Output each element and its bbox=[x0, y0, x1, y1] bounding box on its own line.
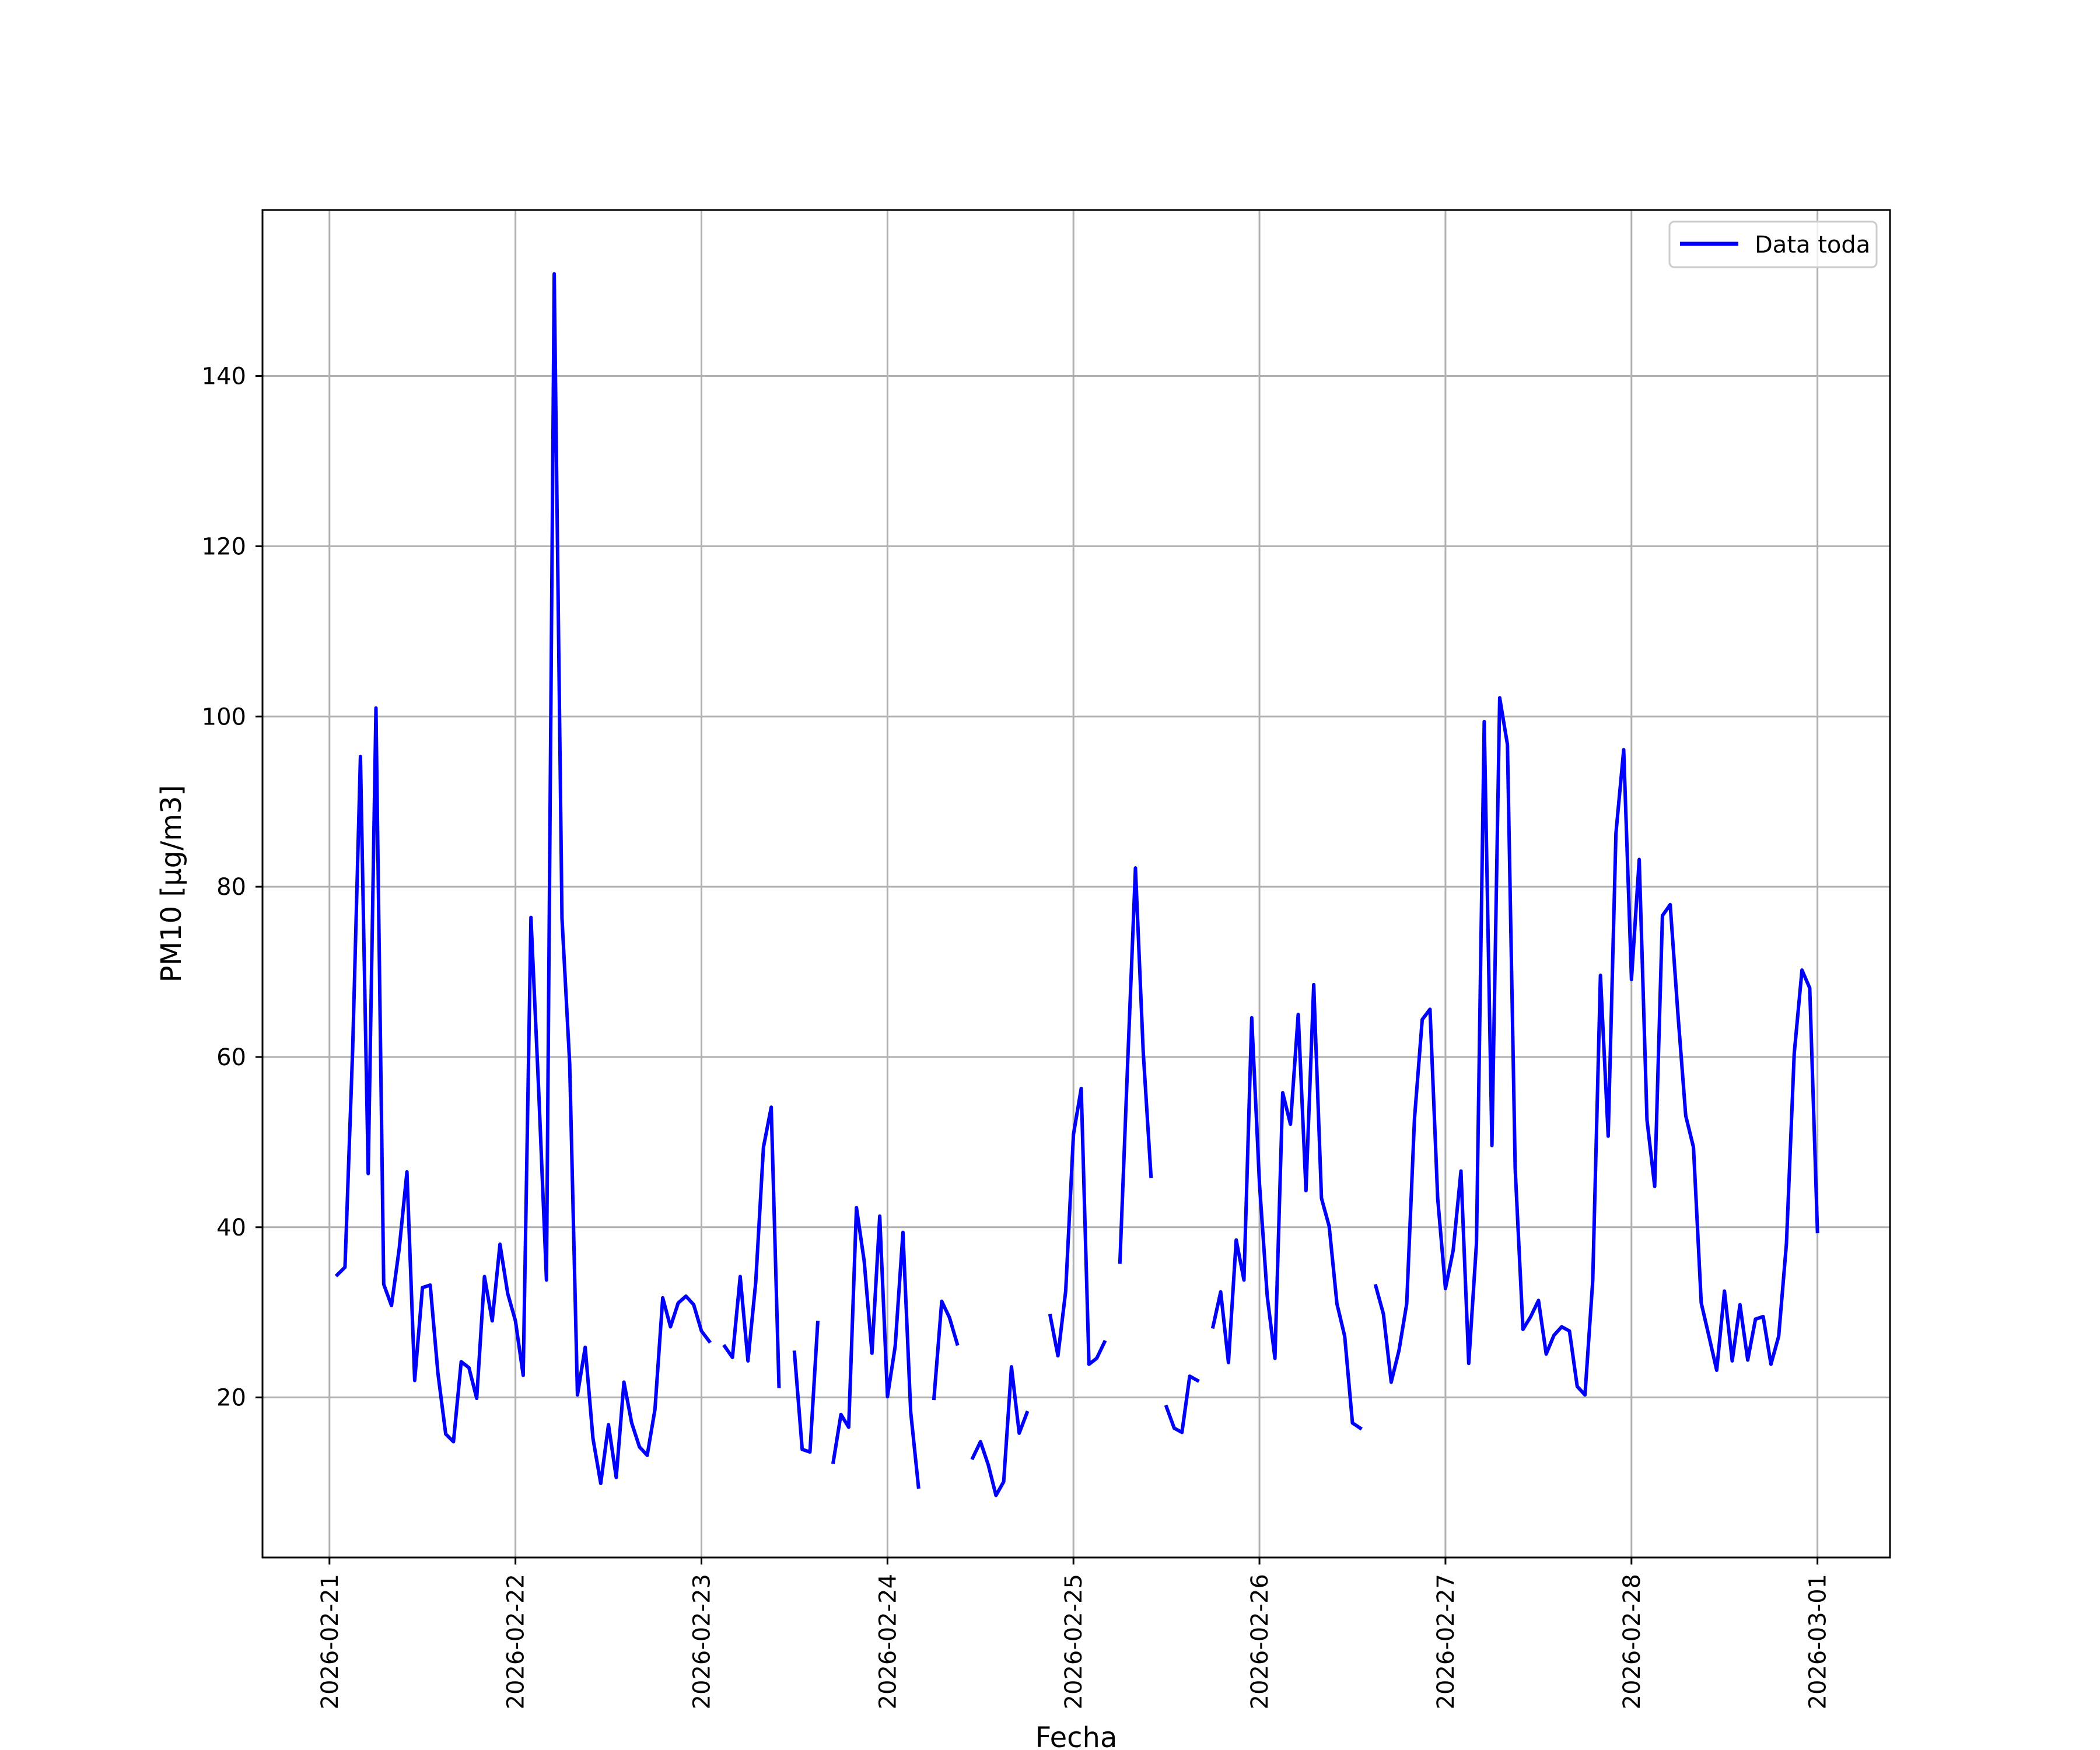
x-tick-label: 2026-02-27 bbox=[1433, 1574, 1460, 1709]
y-axis-ticks: 20 40 60 80 100 120 140 bbox=[202, 363, 262, 1412]
x-tick-label: 2026-02-26 bbox=[1247, 1574, 1273, 1709]
x-axis-label: Fecha bbox=[1035, 1721, 1118, 1750]
series-line-segment bbox=[1118, 866, 1153, 1264]
series-line-segment bbox=[1373, 696, 1819, 1397]
legend-box bbox=[1668, 220, 1878, 268]
x-axis-ticks: 2026-02-21 2026-02-22 2026-02-23 2026-02-24… bbox=[317, 1558, 1832, 1709]
y-tick-label: 140 bbox=[202, 363, 246, 390]
legend-label: Data toda bbox=[1755, 232, 1870, 258]
x-tick-label: 2026-02-23 bbox=[689, 1574, 716, 1709]
series-line-segment bbox=[831, 1206, 921, 1489]
x-tick-label: 2026-03-01 bbox=[1805, 1574, 1832, 1709]
series-line-segment bbox=[722, 1105, 781, 1388]
y-tick-label: 80 bbox=[216, 874, 246, 901]
series-line-segment bbox=[932, 1299, 960, 1401]
y-axis-label: PM10 [μg/m3] bbox=[155, 785, 188, 983]
series-lines bbox=[334, 272, 1819, 1497]
y-tick-label: 60 bbox=[216, 1044, 246, 1071]
x-tick-label: 2026-02-25 bbox=[1060, 1574, 1087, 1709]
legend: Data toda bbox=[1668, 220, 1878, 268]
y-tick-label: 100 bbox=[202, 704, 246, 730]
y-tick-label: 120 bbox=[202, 533, 246, 560]
series-line-segment bbox=[1210, 982, 1363, 1431]
y-tick-label: 40 bbox=[216, 1214, 246, 1241]
series-line-segment bbox=[970, 1365, 1030, 1497]
x-tick-label: 2026-02-21 bbox=[317, 1574, 344, 1709]
x-tick-label: 2026-02-28 bbox=[1619, 1574, 1646, 1709]
series-line-segment bbox=[792, 1321, 820, 1454]
axes-frame bbox=[261, 209, 1891, 1559]
x-tick-label: 2026-02-24 bbox=[874, 1574, 901, 1709]
series-line-segment bbox=[1048, 1087, 1107, 1366]
series-line-segment bbox=[334, 272, 712, 1485]
x-tick-label: 2026-02-22 bbox=[503, 1574, 530, 1709]
series-line-segment bbox=[1164, 1374, 1200, 1434]
grid-lines bbox=[262, 210, 1890, 1558]
y-tick-label: 20 bbox=[216, 1385, 246, 1412]
